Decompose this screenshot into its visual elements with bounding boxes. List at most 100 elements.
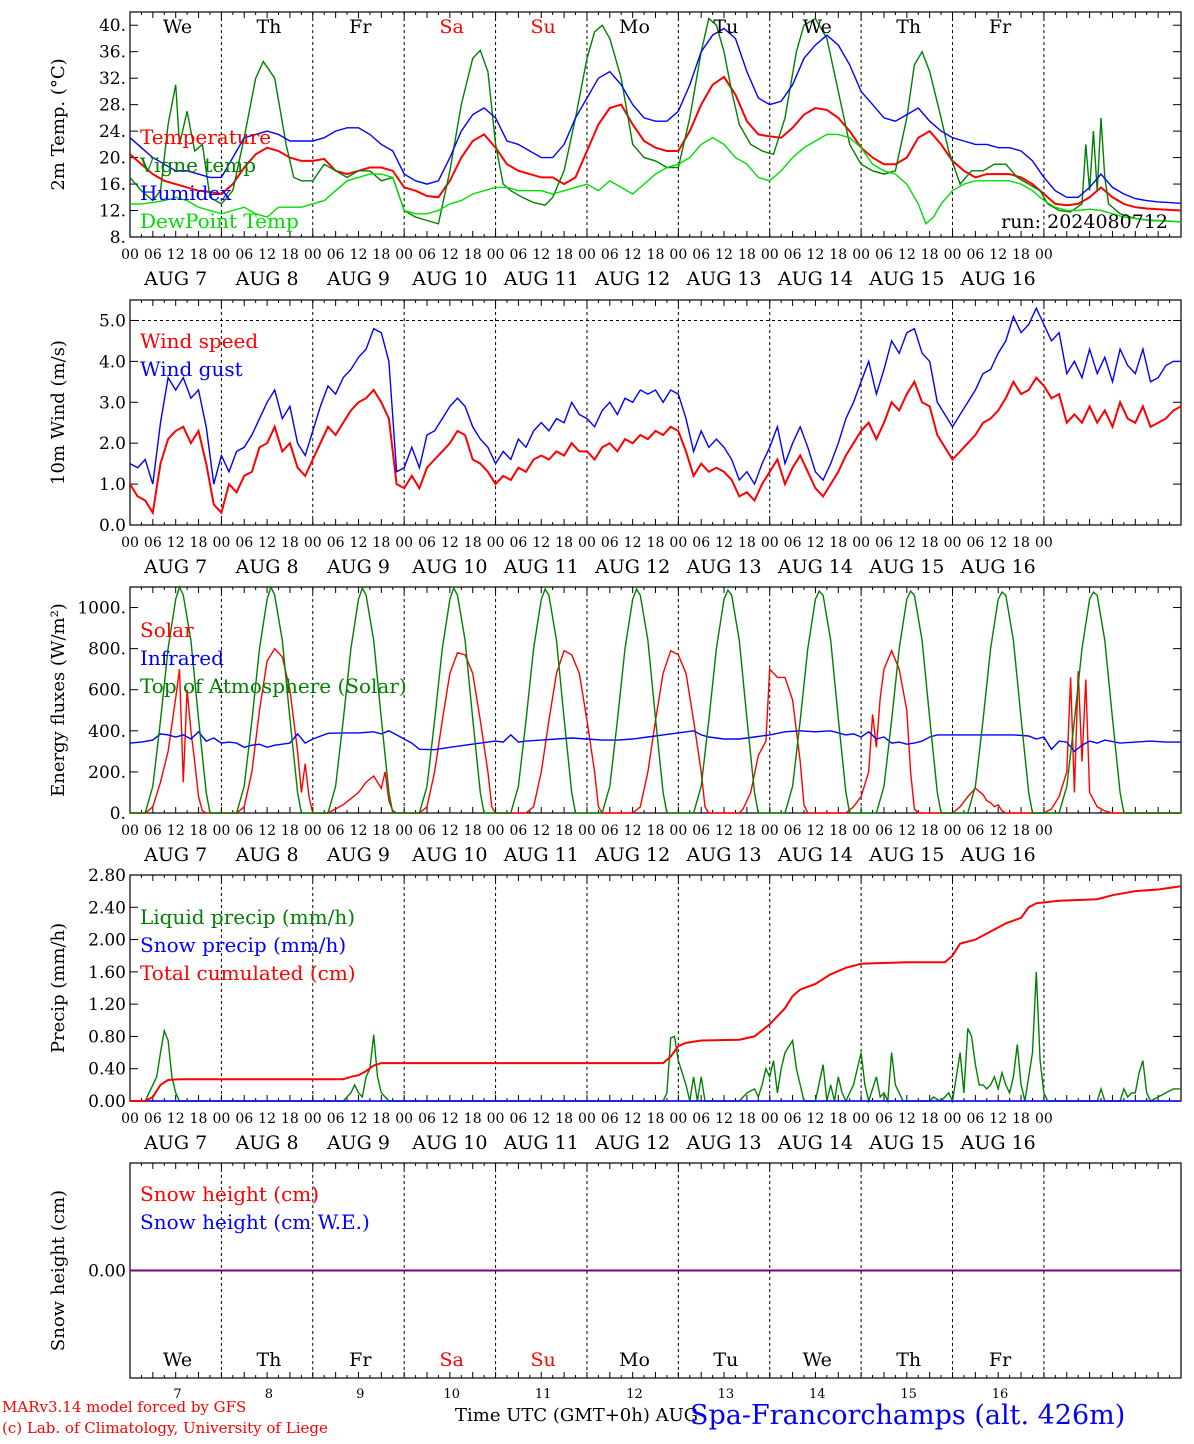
wind-hour-label: 06	[144, 535, 162, 551]
temp-hour-label: 18	[647, 247, 665, 263]
energy-series-0-line	[130, 647, 1181, 814]
temp-hour-label: 18	[372, 247, 390, 263]
precip-hour-label: 06	[509, 1111, 527, 1127]
temp-date-label: AUG 16	[960, 268, 1036, 290]
snow-weekday-label: Fr	[989, 1349, 1012, 1371]
wind-hour-label: 06	[601, 535, 619, 551]
precip-hour-label: 12	[898, 1111, 916, 1127]
temp-hour-label: 12	[624, 247, 642, 263]
energy-date-label: AUG 15	[868, 844, 944, 866]
energy-hour-label: 18	[829, 823, 847, 839]
temp-y-tick-label: 24.	[99, 122, 126, 142]
snow-day-number: 13	[718, 1387, 735, 1402]
energy-hour-label: 12	[624, 823, 642, 839]
temp-hour-label: 18	[738, 247, 756, 263]
temp-hour-label: 00	[212, 247, 230, 263]
energy-legend-0: Solar	[140, 618, 194, 642]
wind-date-label: AUG 10	[411, 556, 487, 578]
precip-hour-label: 18	[190, 1111, 208, 1127]
temp-series-1-line	[129, 17, 1182, 225]
wind-hour-label: 06	[784, 535, 802, 551]
precip-hour-label: 12	[167, 1111, 185, 1127]
snow-weekday-label: We	[163, 1349, 192, 1371]
temp-y-tick-label: 12.	[99, 202, 126, 222]
wind-hour-label: 06	[966, 535, 984, 551]
energy-hour-label: 00	[944, 823, 962, 839]
snow-y-tick-label: 0.00	[88, 1262, 126, 1282]
wind-date-label: AUG 13	[685, 556, 761, 578]
energy-hour-label: 18	[372, 823, 390, 839]
temp-hour-label: 12	[989, 247, 1007, 263]
precip-legend-2: Total cumulated (cm)	[140, 961, 356, 985]
snow-legend-0: Snow height (cm)	[140, 1182, 319, 1206]
energy-hour-label: 06	[601, 823, 619, 839]
temp-hour-label: 12	[532, 247, 550, 263]
energy-hour-label: 06	[509, 823, 527, 839]
precip-hour-label: 06	[784, 1111, 802, 1127]
precip-hour-label: 18	[1012, 1111, 1030, 1127]
temp-hour-label: 18	[829, 247, 847, 263]
temp-weekday-label: Tu	[713, 16, 738, 38]
wind-hour-label: 18	[281, 535, 299, 551]
wind-hour-label: 18	[555, 535, 573, 551]
wind-date-label: AUG 11	[503, 556, 579, 578]
wind-y-tick-label: 1.0	[99, 475, 126, 495]
temp-hour-label: 00	[487, 247, 505, 263]
temp-date-label: AUG 13	[685, 268, 761, 290]
temp-weekday-label: We	[163, 16, 192, 38]
temp-hour-label: 18	[921, 247, 939, 263]
temp-y-tick-label: 20.	[99, 149, 126, 169]
wind-hour-label: 00	[304, 535, 322, 551]
wind-hour-label: 18	[738, 535, 756, 551]
wind-hour-label: 00	[852, 535, 870, 551]
energy-hour-label: 00	[669, 823, 687, 839]
precip-hour-label: 18	[372, 1111, 390, 1127]
wind-y-axis-label: 10m Wind (m/s)	[48, 340, 69, 485]
copyright-credit: (c) Lab. of Climatology, University of L…	[2, 1419, 328, 1437]
wind-hour-label: 06	[692, 535, 710, 551]
temp-series-0-line	[129, 75, 1182, 212]
temp-hour-label: 00	[761, 247, 779, 263]
wind-hour-label: 18	[1012, 535, 1030, 551]
precip-hour-label: 00	[852, 1111, 870, 1127]
precip-hour-label: 00	[761, 1111, 779, 1127]
energy-y-tick-label: 800.	[88, 640, 126, 660]
energy-hour-label: 06	[327, 823, 345, 839]
energy-hour-label: 18	[464, 823, 482, 839]
wind-y-tick-label: 4.0	[99, 352, 126, 372]
snow-weekday-label: Fr	[349, 1349, 372, 1371]
precip-legend-0: Liquid precip (mm/h)	[140, 905, 355, 929]
precip-hour-label: 00	[669, 1111, 687, 1127]
energy-hour-label: 06	[144, 823, 162, 839]
temp-date-label: AUG 11	[503, 268, 579, 290]
precip-date-label: AUG 8	[235, 1132, 299, 1154]
precip-series-0-line	[130, 971, 1181, 1104]
temp-hour-label: 12	[350, 247, 368, 263]
precip-hour-label: 00	[212, 1111, 230, 1127]
snow-day-number: 11	[535, 1387, 552, 1402]
energy-hour-label: 12	[989, 823, 1007, 839]
precip-y-tick-label: 0.00	[88, 1092, 126, 1112]
energy-date-label: AUG 8	[235, 844, 299, 866]
energy-y-tick-label: 0.	[110, 804, 126, 824]
energy-y-tick-label: 600.	[88, 681, 126, 701]
wind-legend-0: Wind speed	[140, 329, 258, 353]
precip-y-axis-label: Precip (mm/h)	[48, 923, 69, 1053]
temp-date-label: AUG 12	[594, 268, 670, 290]
precip-series-2-line	[130, 885, 1182, 1102]
wind-hour-label: 12	[715, 535, 733, 551]
snow-day-number: 10	[443, 1387, 460, 1402]
energy-hour-label: 18	[647, 823, 665, 839]
precip-hour-label: 00	[304, 1111, 322, 1127]
wind-hour-label: 18	[372, 535, 390, 551]
energy-hour-label: 00	[121, 823, 139, 839]
precip-hour-label: 06	[601, 1111, 619, 1127]
energy-hour-label: 12	[898, 823, 916, 839]
model-credit: MARv3.14 model forced by GFS	[2, 1398, 247, 1416]
temp-hour-label: 06	[418, 247, 436, 263]
wind-date-label: AUG 15	[868, 556, 944, 578]
snow-legend-1: Snow height (cm W.E.)	[140, 1210, 370, 1234]
energy-hour-label: 06	[875, 823, 893, 839]
wind-hour-label: 12	[898, 535, 916, 551]
